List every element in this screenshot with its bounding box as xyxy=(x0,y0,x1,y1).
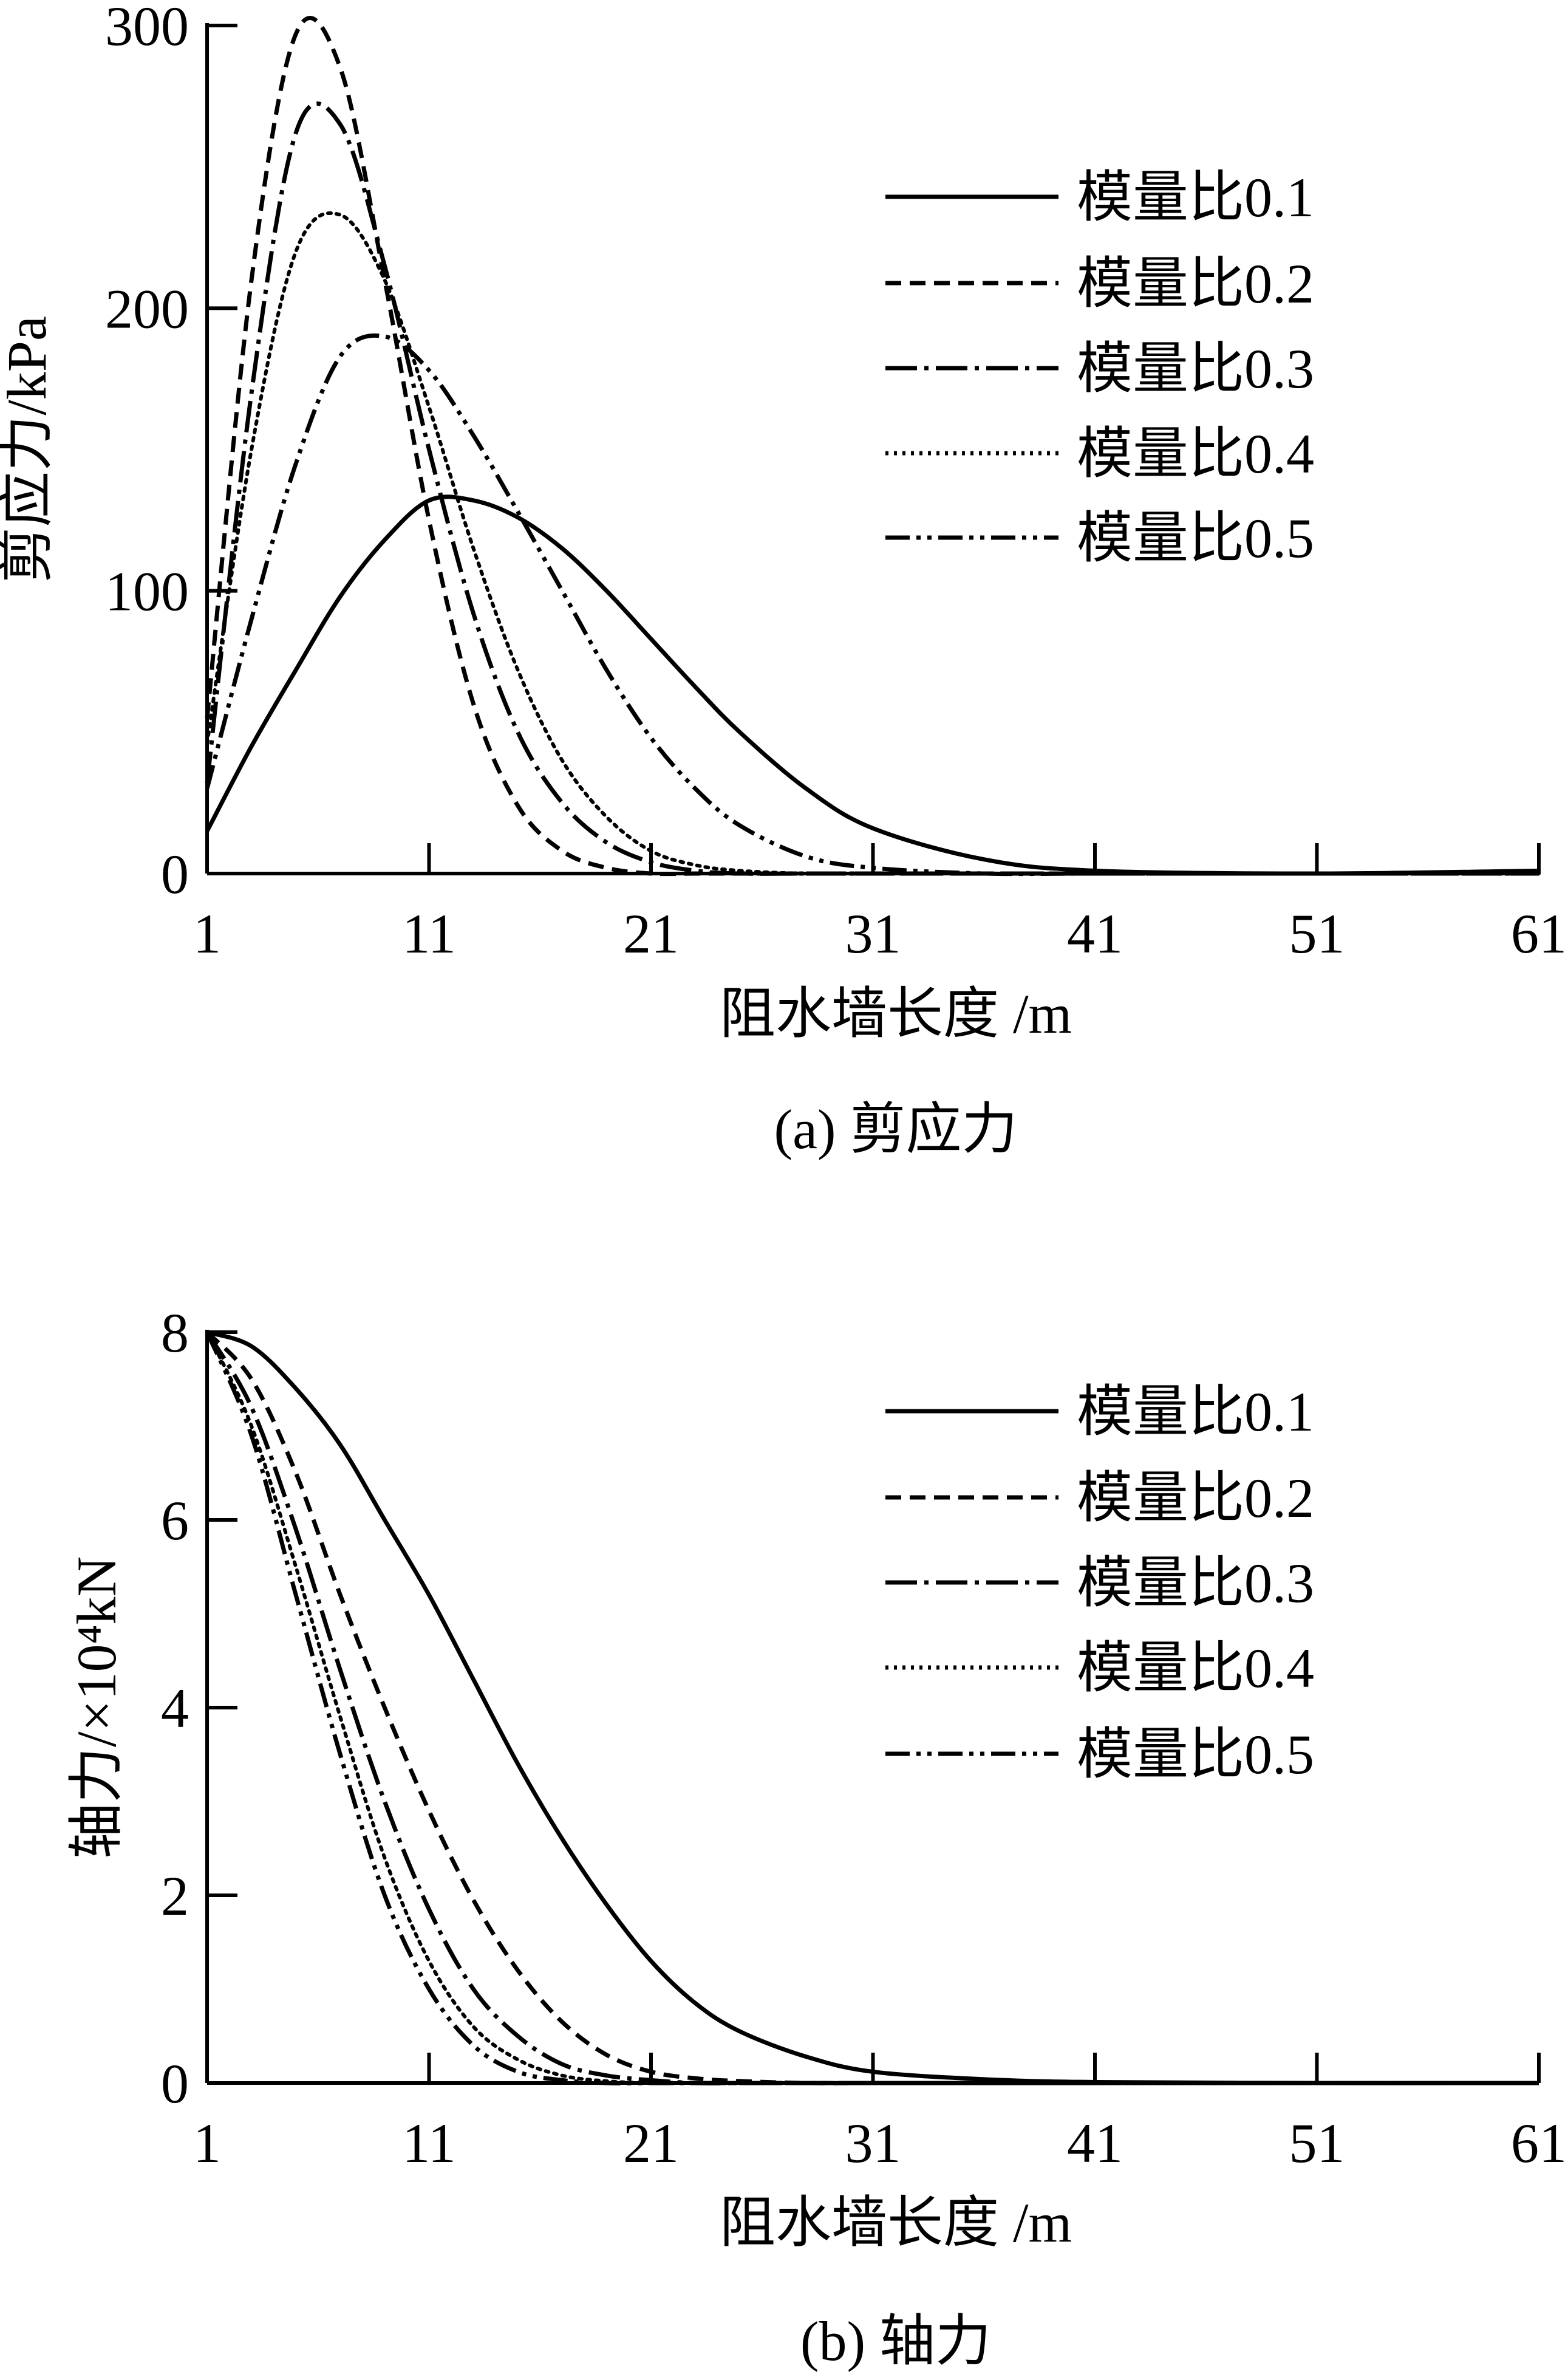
x-tick-label: 1 xyxy=(193,2112,221,2174)
x-tick-label: 11 xyxy=(402,2112,456,2174)
legend-label: 模量比0.4 xyxy=(1077,423,1314,485)
legend-label: 模量比0.2 xyxy=(1077,1467,1314,1529)
legend-label: 模量比0.5 xyxy=(1077,1723,1314,1785)
series-line-2 xyxy=(205,1330,1539,2085)
legend-label: 模量比0.3 xyxy=(1077,338,1314,400)
y-axis-label: 轴力/×10⁴kN xyxy=(66,1556,128,1859)
legend-label: 模量比0.2 xyxy=(1077,253,1314,315)
legend-label: 模量比0.3 xyxy=(1077,1552,1314,1614)
x-tick-label: 21 xyxy=(623,903,679,965)
x-tick-label: 61 xyxy=(1511,903,1567,965)
legend-label: 模量比0.1 xyxy=(1077,1381,1314,1443)
chart-shear-stress: 1 11 21 31 41 51 610100200300模量比0.1模量比0.2模量比0.… xyxy=(0,0,1567,1160)
y-tick-label: 6 xyxy=(161,1490,189,1551)
series-line-3 xyxy=(205,1331,1539,2085)
x-tick-label: 21 xyxy=(623,2112,679,2174)
series-line-4 xyxy=(205,211,1541,876)
x-tick-label: 61 xyxy=(1511,2112,1567,2174)
x-tick-label: 11 xyxy=(402,903,456,965)
x-tick-label: 51 xyxy=(1289,903,1345,965)
x-tick-label: 1 xyxy=(193,903,221,965)
series-line-2 xyxy=(205,16,1539,877)
x-tick-label: 31 xyxy=(845,903,901,965)
x-tick-label: 41 xyxy=(1067,2112,1123,2174)
y-axis-label: 剪应力/kPa xyxy=(0,316,58,583)
legend-label: 模量比0.5 xyxy=(1077,507,1314,569)
x-tick-label: 41 xyxy=(1067,903,1123,965)
series-line-1 xyxy=(205,494,1539,876)
legend-label: 模量比0.4 xyxy=(1077,1637,1314,1699)
x-axis-label: 阻水墙长度 /m xyxy=(720,2192,1072,2254)
series-line-4 xyxy=(205,1330,1541,2085)
x-tick-label: 31 xyxy=(845,2112,901,2174)
y-tick-label: 4 xyxy=(161,1677,189,1739)
y-tick-label: 8 xyxy=(161,1302,189,1364)
chart-caption: (a) 剪应力 xyxy=(774,1098,1017,1160)
y-tick-label: 0 xyxy=(161,2053,189,2115)
x-tick-label: 51 xyxy=(1289,2112,1345,2174)
series-line-5 xyxy=(205,333,1539,877)
series-line-3 xyxy=(205,101,1539,876)
y-tick-label: 0 xyxy=(161,843,189,905)
x-axis-label: 阻水墙长度 /m xyxy=(720,983,1072,1045)
chart-axial-force: 1 11 21 31 41 51 6102468模量比0.1模量比0.2模量比0.3模量比0… xyxy=(66,1302,1567,2372)
chart-caption: (b) 轴力 xyxy=(800,2310,991,2372)
legend-label: 模量比0.1 xyxy=(1077,166,1314,228)
y-tick-label: 300 xyxy=(105,0,189,57)
series-line-5 xyxy=(205,1331,1539,2085)
y-tick-label: 100 xyxy=(105,561,189,623)
y-tick-label: 200 xyxy=(105,278,189,340)
series-line-1 xyxy=(206,1330,1539,2085)
y-tick-label: 2 xyxy=(161,1865,189,1927)
